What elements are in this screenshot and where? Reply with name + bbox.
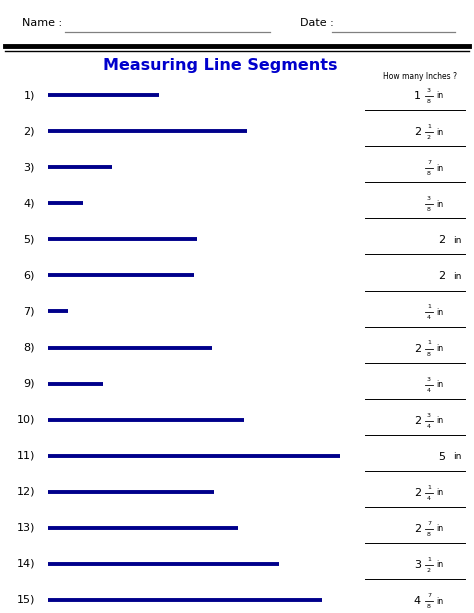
- Text: 5): 5): [24, 234, 35, 245]
- Text: 4: 4: [414, 596, 421, 606]
- Text: 1: 1: [427, 340, 431, 346]
- Text: 13): 13): [17, 523, 35, 533]
- Text: in: in: [436, 489, 443, 497]
- Text: 8: 8: [427, 99, 431, 104]
- Text: in: in: [436, 524, 443, 533]
- Text: in: in: [436, 128, 443, 137]
- Text: 10): 10): [17, 414, 35, 425]
- Text: 2: 2: [438, 235, 445, 245]
- Text: in: in: [436, 308, 443, 317]
- Text: 1: 1: [427, 305, 431, 310]
- Text: 12): 12): [17, 487, 35, 497]
- Text: 2: 2: [414, 127, 421, 137]
- Text: 8: 8: [427, 604, 431, 609]
- Text: 6): 6): [24, 270, 35, 280]
- Text: 4): 4): [24, 198, 35, 208]
- Text: 3: 3: [427, 376, 431, 381]
- Text: in: in: [453, 236, 461, 245]
- Text: 4: 4: [427, 496, 431, 501]
- Text: 2: 2: [414, 343, 421, 354]
- Text: 2: 2: [427, 135, 431, 140]
- Text: in: in: [436, 91, 443, 101]
- Text: 2: 2: [414, 488, 421, 498]
- Text: in: in: [436, 164, 443, 173]
- Text: 1: 1: [427, 557, 431, 562]
- Text: in: in: [453, 272, 461, 281]
- Text: in: in: [436, 560, 443, 569]
- Text: 5: 5: [438, 452, 445, 462]
- Text: Measuring Line Segments: Measuring Line Segments: [103, 58, 337, 73]
- Text: 4: 4: [427, 387, 431, 392]
- Text: in: in: [436, 200, 443, 208]
- Text: 8: 8: [427, 351, 431, 357]
- Text: 1: 1: [427, 124, 431, 129]
- Text: 1: 1: [414, 91, 421, 101]
- Text: 1): 1): [24, 90, 35, 100]
- Text: 14): 14): [17, 559, 35, 569]
- Text: 3: 3: [427, 413, 431, 417]
- Text: Name :: Name :: [22, 18, 62, 28]
- Text: 11): 11): [17, 451, 35, 461]
- Text: 3: 3: [427, 196, 431, 201]
- Text: 4: 4: [427, 424, 431, 428]
- Text: in: in: [436, 380, 443, 389]
- Text: 2: 2: [438, 272, 445, 281]
- Text: 8: 8: [427, 171, 431, 176]
- Text: 2): 2): [24, 126, 35, 136]
- Text: 8: 8: [427, 532, 431, 537]
- Text: 3: 3: [414, 560, 421, 570]
- Text: 3: 3: [427, 88, 431, 93]
- Text: in: in: [436, 344, 443, 353]
- Text: 8): 8): [24, 343, 35, 352]
- Text: 2: 2: [414, 524, 421, 534]
- Text: 7: 7: [427, 521, 431, 526]
- Text: 4: 4: [427, 316, 431, 321]
- Text: in: in: [436, 416, 443, 425]
- Text: 2: 2: [414, 416, 421, 425]
- Text: Date :: Date :: [300, 18, 334, 28]
- Text: 7: 7: [427, 160, 431, 165]
- Text: 7: 7: [427, 593, 431, 598]
- Text: 1: 1: [427, 485, 431, 490]
- Text: How many Inches ?: How many Inches ?: [383, 72, 457, 81]
- Text: in: in: [453, 452, 461, 461]
- Text: 15): 15): [17, 595, 35, 605]
- Text: 7): 7): [24, 306, 35, 316]
- Text: 9): 9): [24, 379, 35, 389]
- Text: 2: 2: [427, 568, 431, 573]
- Text: in: in: [436, 596, 443, 606]
- Text: 3): 3): [24, 162, 35, 172]
- Text: 8: 8: [427, 207, 431, 212]
